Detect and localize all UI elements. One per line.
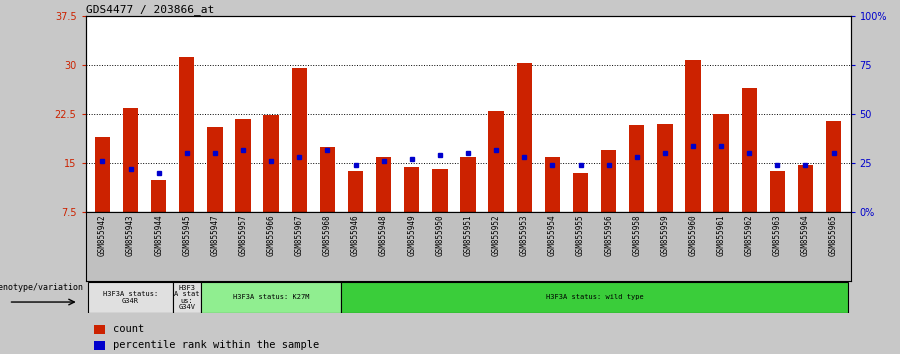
Text: GSM855965: GSM855965 xyxy=(829,215,838,256)
Text: H3F3A status: wild type: H3F3A status: wild type xyxy=(545,295,644,300)
Bar xyxy=(742,88,757,212)
Text: percentile rank within the sample: percentile rank within the sample xyxy=(113,340,320,350)
Bar xyxy=(94,341,105,350)
Text: GSM855954: GSM855954 xyxy=(548,215,557,256)
Bar xyxy=(94,325,105,335)
Bar xyxy=(432,169,447,212)
Text: GSM855943: GSM855943 xyxy=(126,215,135,256)
Text: GSM855953: GSM855953 xyxy=(520,215,529,256)
Bar xyxy=(714,114,729,212)
Bar xyxy=(601,150,617,212)
Text: GSM855955: GSM855955 xyxy=(576,215,585,256)
Bar xyxy=(151,180,166,212)
Bar xyxy=(770,171,785,212)
Bar xyxy=(122,108,139,212)
Bar xyxy=(489,111,504,212)
Text: GSM855966: GSM855966 xyxy=(266,215,275,256)
Text: count: count xyxy=(113,325,144,335)
Text: GSM855959: GSM855959 xyxy=(661,215,670,256)
Text: GSM855945: GSM855945 xyxy=(182,215,191,256)
Text: H3F3A status: K27M: H3F3A status: K27M xyxy=(233,295,310,300)
Bar xyxy=(404,166,419,212)
Text: GSM855964: GSM855964 xyxy=(801,215,810,256)
Text: GSM855949: GSM855949 xyxy=(407,215,416,256)
Bar xyxy=(460,157,476,212)
Bar xyxy=(657,124,672,212)
Bar xyxy=(517,63,532,212)
Bar xyxy=(376,157,392,212)
Bar xyxy=(201,282,341,313)
Text: GSM855952: GSM855952 xyxy=(491,215,500,256)
Text: GDS4477 / 203866_at: GDS4477 / 203866_at xyxy=(86,4,214,15)
Bar xyxy=(797,165,814,212)
Text: GSM855962: GSM855962 xyxy=(744,215,753,256)
Bar xyxy=(173,282,201,313)
Text: GSM855951: GSM855951 xyxy=(464,215,472,256)
Bar xyxy=(207,127,222,212)
Bar xyxy=(341,282,848,313)
Bar xyxy=(179,57,194,212)
Bar xyxy=(572,173,589,212)
Text: GSM855944: GSM855944 xyxy=(154,215,163,256)
Bar xyxy=(347,171,364,212)
Bar xyxy=(685,60,701,212)
Text: GSM855948: GSM855948 xyxy=(379,215,388,256)
Bar xyxy=(235,119,251,212)
Text: GSM855963: GSM855963 xyxy=(773,215,782,256)
Text: H3F3A status:
G34R: H3F3A status: G34R xyxy=(103,291,158,304)
Text: H3F3
A stat
us:
G34V: H3F3 A stat us: G34V xyxy=(174,285,200,310)
Bar xyxy=(264,115,279,212)
Text: GSM855958: GSM855958 xyxy=(632,215,641,256)
Bar xyxy=(88,282,173,313)
Text: GSM855946: GSM855946 xyxy=(351,215,360,256)
Bar xyxy=(544,157,560,212)
Text: GSM855947: GSM855947 xyxy=(211,215,220,256)
Text: GSM855968: GSM855968 xyxy=(323,215,332,256)
Text: GSM855967: GSM855967 xyxy=(295,215,304,256)
Text: GSM855956: GSM855956 xyxy=(604,215,613,256)
Text: GSM855960: GSM855960 xyxy=(688,215,698,256)
Bar xyxy=(629,125,644,212)
Bar xyxy=(826,121,842,212)
Text: GSM855942: GSM855942 xyxy=(98,215,107,256)
Text: GSM855961: GSM855961 xyxy=(716,215,725,256)
Text: GSM855950: GSM855950 xyxy=(436,215,445,256)
Text: genotype/variation: genotype/variation xyxy=(0,283,84,292)
Bar xyxy=(94,137,110,212)
Text: GSM855957: GSM855957 xyxy=(238,215,248,256)
Bar xyxy=(320,147,335,212)
Bar xyxy=(292,68,307,212)
